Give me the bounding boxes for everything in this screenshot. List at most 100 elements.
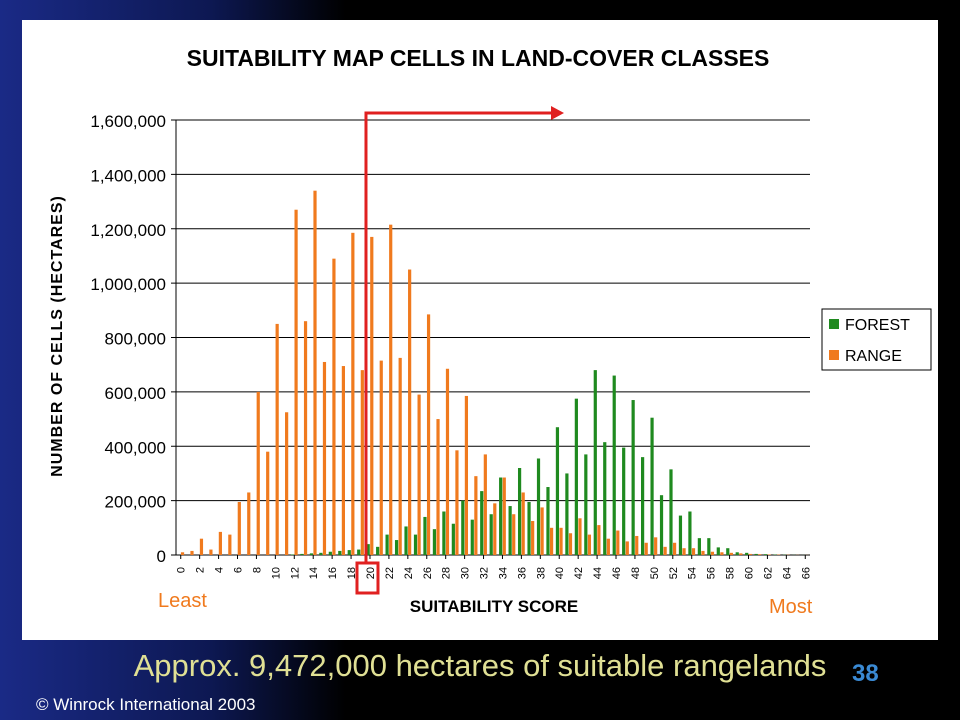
bar-forest-33 bbox=[489, 514, 493, 555]
x-tick-label: 38 bbox=[535, 567, 547, 579]
x-tick-label: 62 bbox=[762, 567, 774, 579]
bar-range-47 bbox=[625, 541, 629, 555]
bar-range-12 bbox=[294, 209, 298, 555]
legend-swatch-forest bbox=[829, 319, 839, 329]
x-tick-label: 30 bbox=[460, 567, 472, 579]
y-tick-label: 1,000,000 bbox=[90, 275, 166, 294]
bar-forest-26 bbox=[423, 516, 427, 555]
bar-range-18 bbox=[351, 232, 355, 555]
bar-range-51 bbox=[663, 546, 667, 555]
bar-range-7 bbox=[247, 492, 251, 555]
x-tick-label: 12 bbox=[289, 567, 301, 579]
bar-forest-43 bbox=[584, 454, 588, 555]
bar-range-0 bbox=[180, 552, 185, 555]
bar-range-50 bbox=[654, 537, 658, 555]
x-tick-label: 64 bbox=[781, 567, 793, 579]
legend-label-forest: FOREST bbox=[845, 317, 910, 334]
bar-forest-24 bbox=[404, 526, 408, 555]
x-tick-label: 6 bbox=[233, 567, 245, 573]
bar-forest-42 bbox=[574, 398, 578, 555]
bar-forest-46 bbox=[612, 375, 616, 555]
bar-range-54 bbox=[691, 548, 696, 555]
y-tick-label: 600,000 bbox=[105, 384, 166, 403]
threshold-arrow-head bbox=[551, 106, 564, 120]
x-tick-label: 48 bbox=[630, 567, 642, 579]
bar-range-57 bbox=[720, 552, 724, 555]
bar-range-23 bbox=[398, 357, 402, 555]
bar-forest-54 bbox=[688, 511, 692, 555]
bar-forest-38 bbox=[536, 458, 541, 555]
y-tick-label: 1,600,000 bbox=[90, 112, 166, 131]
bar-forest-51 bbox=[659, 495, 664, 555]
chart-panel bbox=[22, 20, 938, 640]
chart-title: SUITABILITY MAP CELLS IN LAND-COVER CLAS… bbox=[187, 45, 770, 71]
bar-range-59 bbox=[739, 553, 743, 555]
bar-range-26 bbox=[426, 314, 431, 555]
bar-forest-55 bbox=[697, 538, 701, 555]
x-tick-label: 56 bbox=[706, 567, 718, 579]
bar-range-1 bbox=[190, 550, 194, 555]
bar-range-29 bbox=[455, 450, 459, 555]
bar-forest-45 bbox=[603, 442, 607, 555]
bar-range-6 bbox=[237, 501, 241, 555]
bar-forest-35 bbox=[508, 506, 512, 555]
bar-forest-32 bbox=[480, 491, 484, 555]
x-tick-label: 42 bbox=[573, 567, 585, 579]
bar-forest-29 bbox=[451, 523, 455, 555]
bar-forest-60 bbox=[745, 552, 749, 555]
y-tick-label: 1,200,000 bbox=[90, 221, 166, 240]
x-tick-label: 8 bbox=[251, 567, 263, 573]
legend-box bbox=[821, 308, 932, 371]
bar-range-25 bbox=[417, 394, 421, 555]
bar-forest-57 bbox=[716, 547, 720, 555]
bar-forest-59 bbox=[735, 552, 739, 555]
bar-range-38 bbox=[540, 507, 544, 555]
y-tick-label: 400,000 bbox=[105, 438, 166, 457]
bar-forest-48 bbox=[631, 400, 635, 555]
bar-range-5 bbox=[228, 534, 232, 555]
bar-range-48 bbox=[635, 535, 639, 555]
bar-range-9 bbox=[266, 451, 270, 555]
x-tick-label: 66 bbox=[800, 567, 812, 579]
bar-range-20 bbox=[370, 236, 374, 555]
bar-range-58 bbox=[729, 552, 733, 555]
bar-range-24 bbox=[408, 269, 412, 555]
bar-forest-16 bbox=[328, 551, 332, 555]
legend-label-range: RANGE bbox=[845, 348, 902, 365]
bar-forest-34 bbox=[499, 477, 503, 555]
bar-range-3 bbox=[209, 549, 213, 555]
x-tick-label: 54 bbox=[687, 567, 699, 579]
bar-range-4 bbox=[218, 531, 222, 555]
bar-range-37 bbox=[531, 521, 535, 555]
bar-forest-12 bbox=[290, 554, 295, 555]
bar-forest-52 bbox=[669, 469, 673, 555]
copyright-text: © Winrock International 2003 bbox=[36, 695, 256, 714]
bar-range-14 bbox=[313, 190, 317, 555]
bar-forest-21 bbox=[376, 546, 380, 555]
bar-range-53 bbox=[682, 548, 686, 555]
bar-range-13 bbox=[303, 321, 308, 555]
x-tick-label: 24 bbox=[403, 567, 415, 579]
bar-range-42 bbox=[578, 518, 582, 555]
page-number: 38 bbox=[852, 660, 879, 687]
bar-forest-30 bbox=[461, 500, 465, 555]
x-tick-label: 26 bbox=[422, 567, 434, 579]
x-tick-label: 44 bbox=[592, 567, 604, 579]
legend-swatch-range bbox=[829, 350, 839, 360]
bar-forest-58 bbox=[726, 548, 730, 555]
bar-range-21 bbox=[379, 360, 383, 555]
bar-range-16 bbox=[332, 258, 336, 555]
x-tick-label: 58 bbox=[725, 567, 737, 579]
bar-forest-15 bbox=[319, 552, 323, 555]
bar-range-2 bbox=[199, 538, 204, 555]
x-tick-label: 18 bbox=[346, 567, 358, 579]
bar-range-31 bbox=[474, 476, 478, 555]
bar-range-44 bbox=[597, 525, 601, 555]
bar-range-27 bbox=[436, 419, 440, 555]
x-tick-label: 32 bbox=[479, 567, 491, 579]
bar-forest-23 bbox=[394, 540, 399, 555]
bar-forest-22 bbox=[385, 534, 389, 555]
bar-range-22 bbox=[389, 224, 393, 555]
bar-range-56 bbox=[710, 551, 715, 555]
bar-range-43 bbox=[587, 534, 592, 555]
